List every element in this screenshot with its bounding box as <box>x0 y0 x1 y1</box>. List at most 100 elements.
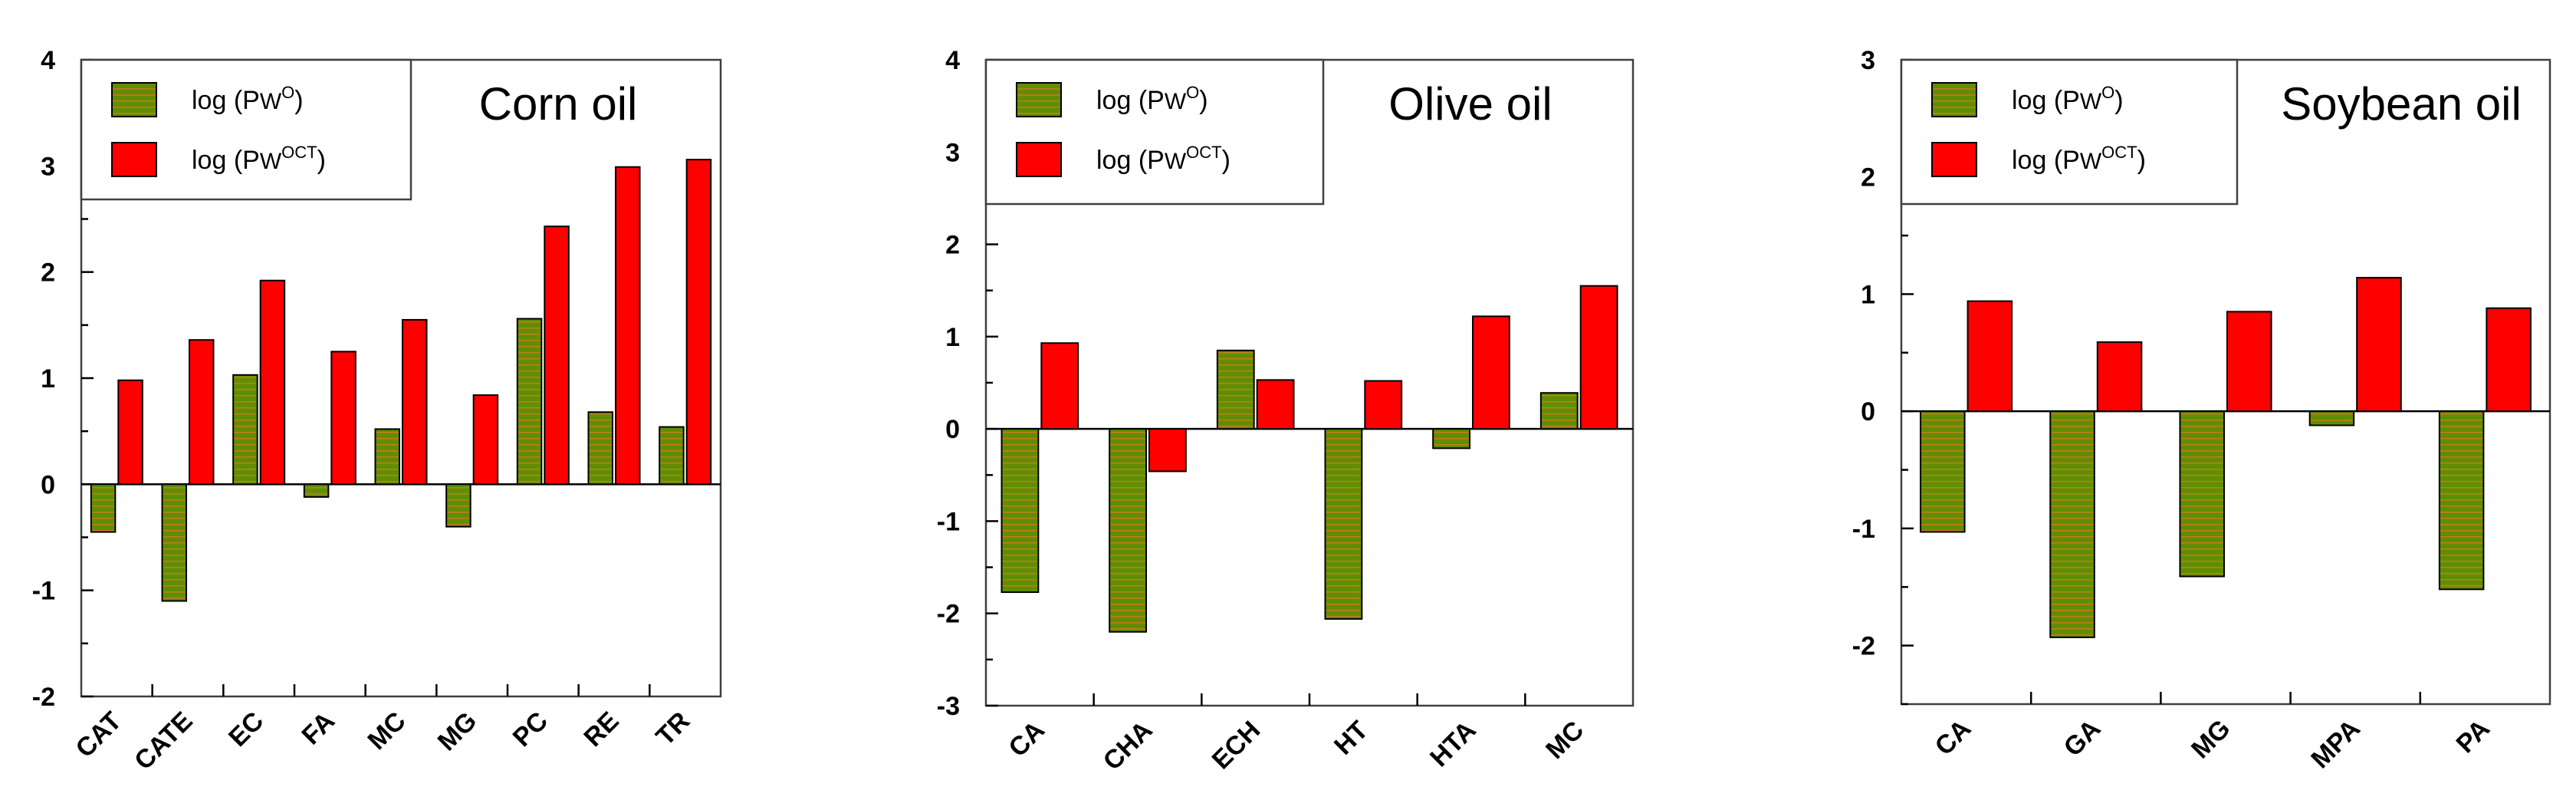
y-tick-label: 1 <box>41 364 55 393</box>
chart-panel-3: -2 -1 0 1 2 3 CA GA MG MPA PA log (PWO) log (PWOCT) S… <box>1852 46 2551 775</box>
bar-log-pwoct-ech <box>1256 379 1295 430</box>
x-tick-label: MC <box>362 706 411 756</box>
bar-log-pwoct-pa <box>2486 307 2532 413</box>
y-tick-label: -1 <box>32 577 55 606</box>
legend: log (PWO) log (PWOCT) <box>1900 58 2239 206</box>
x-tick-label: CAT <box>70 706 127 764</box>
y-tick-label: 4 <box>41 46 55 75</box>
bar-log-pwoct-mpa <box>2356 277 2402 413</box>
bar-log-pwoct-ca <box>1040 342 1079 430</box>
bar-log-pwo-mg <box>445 483 472 528</box>
bar-log-pwo-mpa <box>2308 410 2355 426</box>
bar-log-pwoct-tr <box>685 159 712 486</box>
bar-log-pwo-ga <box>2049 410 2095 638</box>
x-tick-label: PA <box>2451 714 2496 759</box>
bar-log-pwo-re <box>587 411 614 486</box>
y-tick-label: 0 <box>945 415 960 444</box>
bar-log-pwoct-fa <box>330 351 356 486</box>
y-tick-label: 3 <box>1861 46 1875 75</box>
y-tick-label: 2 <box>945 231 960 260</box>
y-tick-label: 3 <box>41 152 55 181</box>
legend-box <box>984 58 1325 206</box>
bar-log-pwoct-re <box>615 166 641 486</box>
bar-log-pwo-ec <box>232 374 258 486</box>
legend-label: log (PWO) <box>2012 83 2124 115</box>
bar-log-pwo-pa <box>2438 410 2485 591</box>
bar-log-pwo-cha <box>1109 428 1148 633</box>
bar-log-pwo-hta <box>1432 428 1471 449</box>
bar-log-pwoct-cat <box>117 379 143 486</box>
y-tick-label: 3 <box>945 138 960 167</box>
y-tick-label: -2 <box>32 683 55 712</box>
bar-log-pwo-fa <box>303 483 330 498</box>
x-tick-label: TR <box>650 706 695 752</box>
y-tick-label: 0 <box>41 470 55 499</box>
legend-swatch-log-pwoct <box>111 142 157 177</box>
chart-title: Olive oil <box>1388 78 1552 130</box>
legend-label: log (PWO) <box>192 83 304 115</box>
x-tick-label: GA <box>2058 714 2107 762</box>
chart-title: Soybean oil <box>2281 78 2522 130</box>
legend-label: log (PWOCT) <box>1096 143 1230 175</box>
x-tick-label: ECH <box>1207 716 1267 775</box>
bar-log-pwoct-ca <box>1967 300 2013 413</box>
y-tick-label: 1 <box>945 323 960 352</box>
legend: log (PWO) log (PWOCT) <box>984 58 1325 206</box>
bar-log-pwoct-hta <box>1472 315 1510 430</box>
bar-log-pwo-tr <box>659 426 685 486</box>
legend-swatch-log-pwo <box>1931 82 1977 117</box>
bar-log-pwo-mc <box>374 428 401 486</box>
x-tick-label: CATE <box>129 706 199 776</box>
x-tick-label: EC <box>223 706 269 752</box>
x-tick-label: CA <box>1003 716 1050 763</box>
bar-log-pwo-mc <box>1539 392 1579 430</box>
bar-log-pwo-mg <box>2179 410 2225 578</box>
bar-log-pwo-cate <box>161 483 187 602</box>
legend-box <box>80 58 412 201</box>
y-tick-label: -2 <box>937 600 960 629</box>
legend-swatch-log-pwoct <box>1016 142 1062 177</box>
bar-log-pwoct-cate <box>189 339 215 486</box>
bar-log-pwo-cat <box>90 483 117 533</box>
y-tick-label: 0 <box>1861 397 1875 426</box>
y-tick-label: -1 <box>937 507 960 536</box>
legend-label: log (PWOCT) <box>192 143 326 175</box>
legend-swatch-log-pwo <box>1016 82 1062 117</box>
legend-label: log (PWO) <box>1096 83 1208 115</box>
y-tick-label: -3 <box>937 692 960 721</box>
bar-log-pwoct-mg <box>472 394 499 486</box>
legend: log (PWO) log (PWOCT) <box>80 58 412 201</box>
x-tick-label: MG <box>432 706 483 757</box>
y-tick-label: 4 <box>945 46 960 75</box>
bar-log-pwo-ht <box>1324 428 1363 620</box>
y-tick-label: -1 <box>1852 515 1875 544</box>
bar-log-pwoct-cha <box>1148 428 1187 472</box>
x-tick-label: MPA <box>2305 714 2366 775</box>
bar-log-pwoct-mg <box>2226 311 2272 413</box>
bar-log-pwo-ca <box>1920 410 1966 533</box>
bar-log-pwoct-ga <box>2096 341 2143 413</box>
y-tick-label: -2 <box>1852 632 1875 661</box>
x-tick-label: CA <box>1930 714 1977 762</box>
bar-log-pwoct-mc <box>402 318 428 486</box>
bar-log-pwo-ca <box>1001 428 1040 594</box>
bar-log-pwo-ech <box>1216 349 1255 430</box>
bar-log-pwoct-ec <box>259 279 286 486</box>
x-tick-label: MG <box>2186 714 2236 765</box>
y-tick-label: 2 <box>41 258 55 288</box>
x-tick-label: RE <box>578 706 624 752</box>
legend-label: log (PWOCT) <box>2012 143 2146 175</box>
bar-log-pwoct-ht <box>1364 380 1403 430</box>
bar-log-pwoct-mc <box>1579 285 1618 430</box>
x-tick-label: CHA <box>1098 716 1158 776</box>
x-tick-label: MC <box>1540 716 1589 765</box>
bar-log-pwo-pc <box>516 318 543 486</box>
x-tick-label: HT <box>1329 716 1374 761</box>
x-tick-label: FA <box>296 706 340 751</box>
x-tick-label: HTA <box>1424 716 1482 773</box>
bar-log-pwoct-pc <box>544 226 570 486</box>
legend-swatch-log-pwo <box>111 82 157 117</box>
